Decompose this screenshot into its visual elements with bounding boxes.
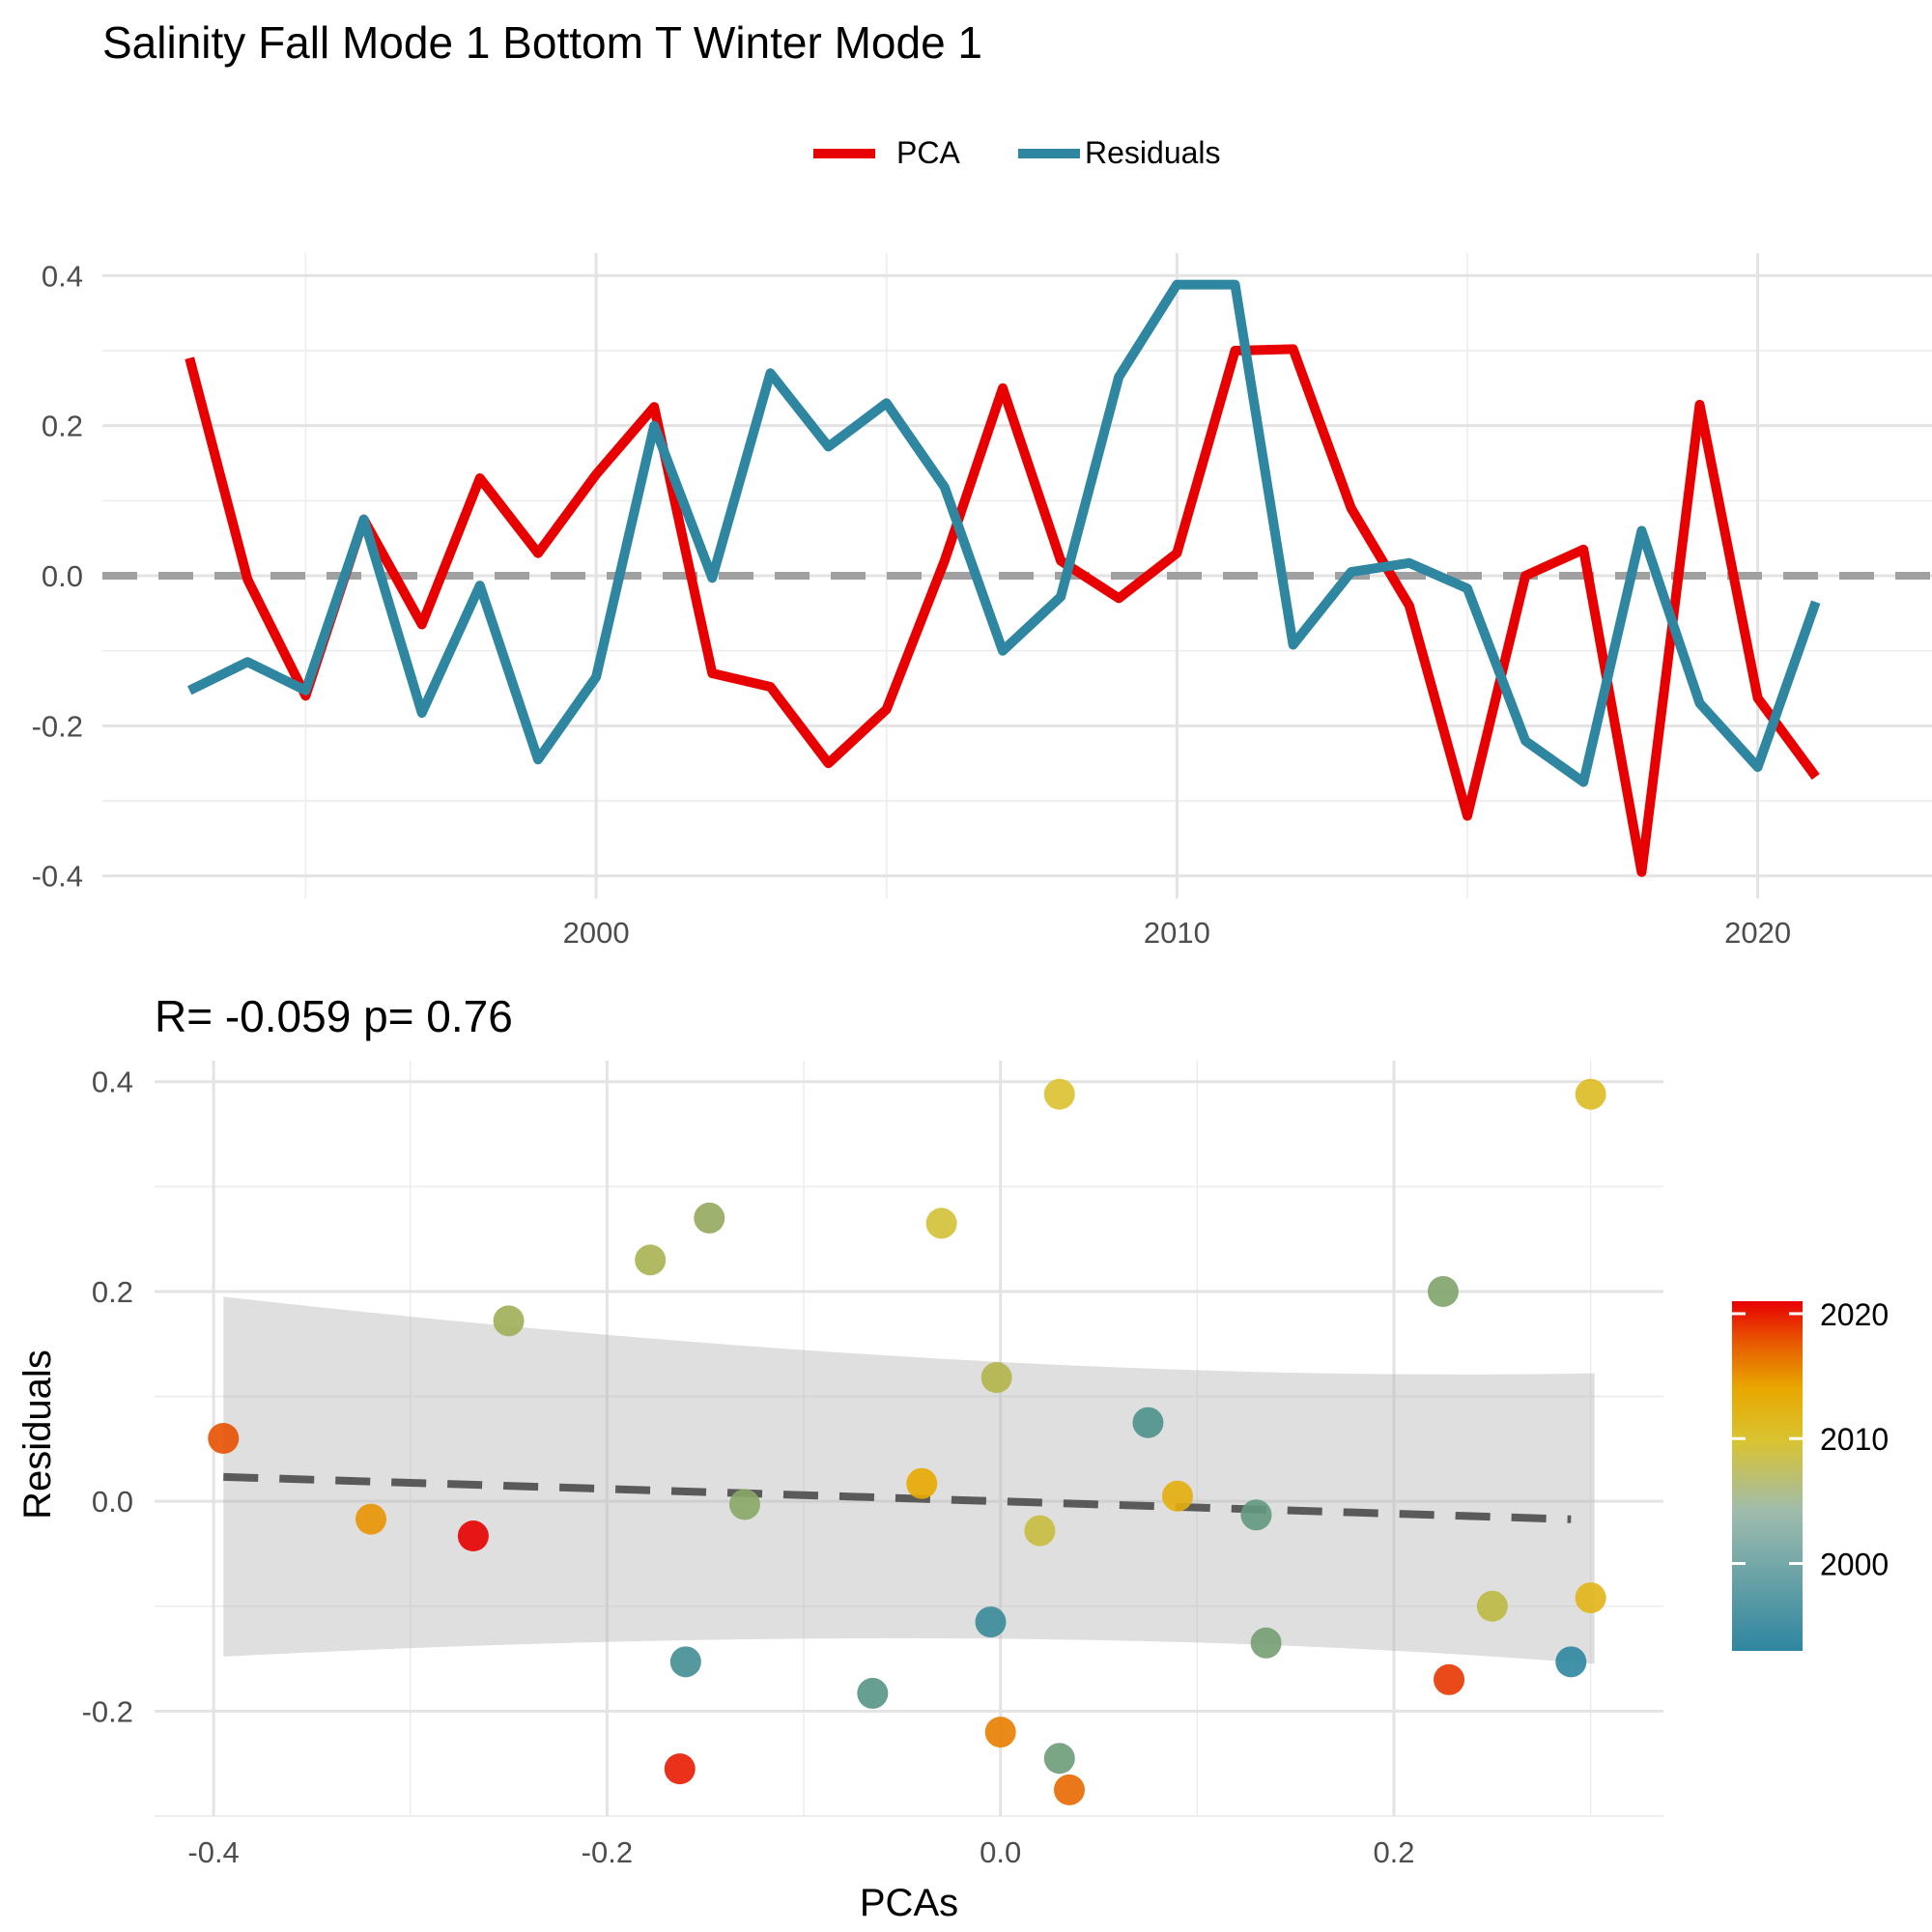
x-tick-label: 0.2 bbox=[1373, 1835, 1414, 1869]
scatter-point bbox=[1575, 1582, 1606, 1614]
scatter-point bbox=[1132, 1406, 1164, 1438]
scatter-point bbox=[1575, 1078, 1606, 1110]
scatter-point bbox=[1043, 1078, 1075, 1110]
y-tick-label: -0.4 bbox=[32, 860, 83, 894]
scatter-point bbox=[355, 1503, 387, 1535]
scatter-point bbox=[694, 1202, 725, 1234]
scatter-title: R= -0.059 p= 0.76 bbox=[155, 991, 513, 1041]
scatter-point bbox=[906, 1467, 938, 1499]
scatter-point bbox=[1427, 1275, 1459, 1307]
scatter-point bbox=[208, 1423, 240, 1454]
y-tick-label: -0.2 bbox=[32, 709, 83, 743]
scatter-point bbox=[984, 1717, 1016, 1748]
y-tick-label: 0.4 bbox=[92, 1065, 133, 1099]
scatter-point bbox=[1555, 1646, 1587, 1678]
scatter-point bbox=[925, 1208, 957, 1239]
legend-label-pca: PCA bbox=[896, 135, 960, 170]
scatter-point bbox=[669, 1646, 701, 1678]
x-tick-label: 2010 bbox=[1144, 916, 1210, 950]
colorbar-tick-label: 2010 bbox=[1820, 1422, 1889, 1457]
y-tick-label: 0.4 bbox=[42, 259, 83, 293]
scatter-point bbox=[857, 1677, 889, 1709]
x-tick-label: 2020 bbox=[1724, 916, 1791, 950]
y-tick-label: 0.2 bbox=[92, 1275, 133, 1309]
y-tick-label: -0.2 bbox=[82, 1694, 133, 1728]
legend-label-residuals: Residuals bbox=[1085, 135, 1221, 170]
colorbar-gradient bbox=[1732, 1301, 1803, 1651]
y-tick-label: 0.2 bbox=[42, 410, 83, 443]
timeseries-panel: -0.4 -0.2 0.0 0.2 0.4 2000 2010 2020 bbox=[32, 253, 1932, 950]
scatter-point bbox=[1240, 1499, 1272, 1531]
x-tick-label: 0.0 bbox=[980, 1835, 1021, 1869]
scatter-point bbox=[1161, 1480, 1193, 1512]
scatter-point bbox=[980, 1362, 1012, 1394]
regression-line bbox=[223, 1472, 1572, 1523]
scatter-panel: -0.2 0.0 0.2 0.4 -0.4 -0.2 0.0 0.2 bbox=[82, 1061, 1663, 1869]
x-tick-label: -0.4 bbox=[187, 1835, 239, 1869]
scatter-point bbox=[1434, 1663, 1465, 1695]
scatter-point bbox=[1043, 1743, 1075, 1775]
x-tick-label: -0.2 bbox=[582, 1835, 633, 1869]
scatter-point bbox=[635, 1244, 667, 1276]
scatter-point bbox=[1476, 1590, 1508, 1622]
scatter-point bbox=[1250, 1627, 1282, 1659]
legend: PCA Residuals bbox=[813, 135, 1221, 170]
colorbar: 2000 2010 2020 bbox=[1732, 1297, 1889, 1651]
scatter-point bbox=[1024, 1515, 1056, 1547]
scatter-point bbox=[1053, 1774, 1085, 1805]
series-line-residuals bbox=[186, 279, 1821, 787]
series-line-pca bbox=[185, 344, 1820, 877]
scatter-point bbox=[457, 1520, 489, 1552]
scatter-point bbox=[728, 1489, 760, 1520]
scatter-xlabel: PCAs bbox=[860, 1882, 958, 1924]
colorbar-tick-label: 2000 bbox=[1820, 1548, 1889, 1582]
y-tick-label: 0.0 bbox=[42, 559, 83, 593]
x-tick-label: 2000 bbox=[563, 916, 630, 950]
scatter-point bbox=[664, 1753, 696, 1785]
scatter-ylabel: Residuals bbox=[16, 1350, 59, 1520]
scatter-point bbox=[493, 1305, 525, 1337]
colorbar-tick-label: 2020 bbox=[1820, 1297, 1889, 1332]
figure-title: Salinity Fall Mode 1 Bottom T Winter Mod… bbox=[102, 17, 982, 68]
y-tick-label: 0.0 bbox=[92, 1485, 133, 1519]
scatter-point bbox=[975, 1606, 1007, 1638]
